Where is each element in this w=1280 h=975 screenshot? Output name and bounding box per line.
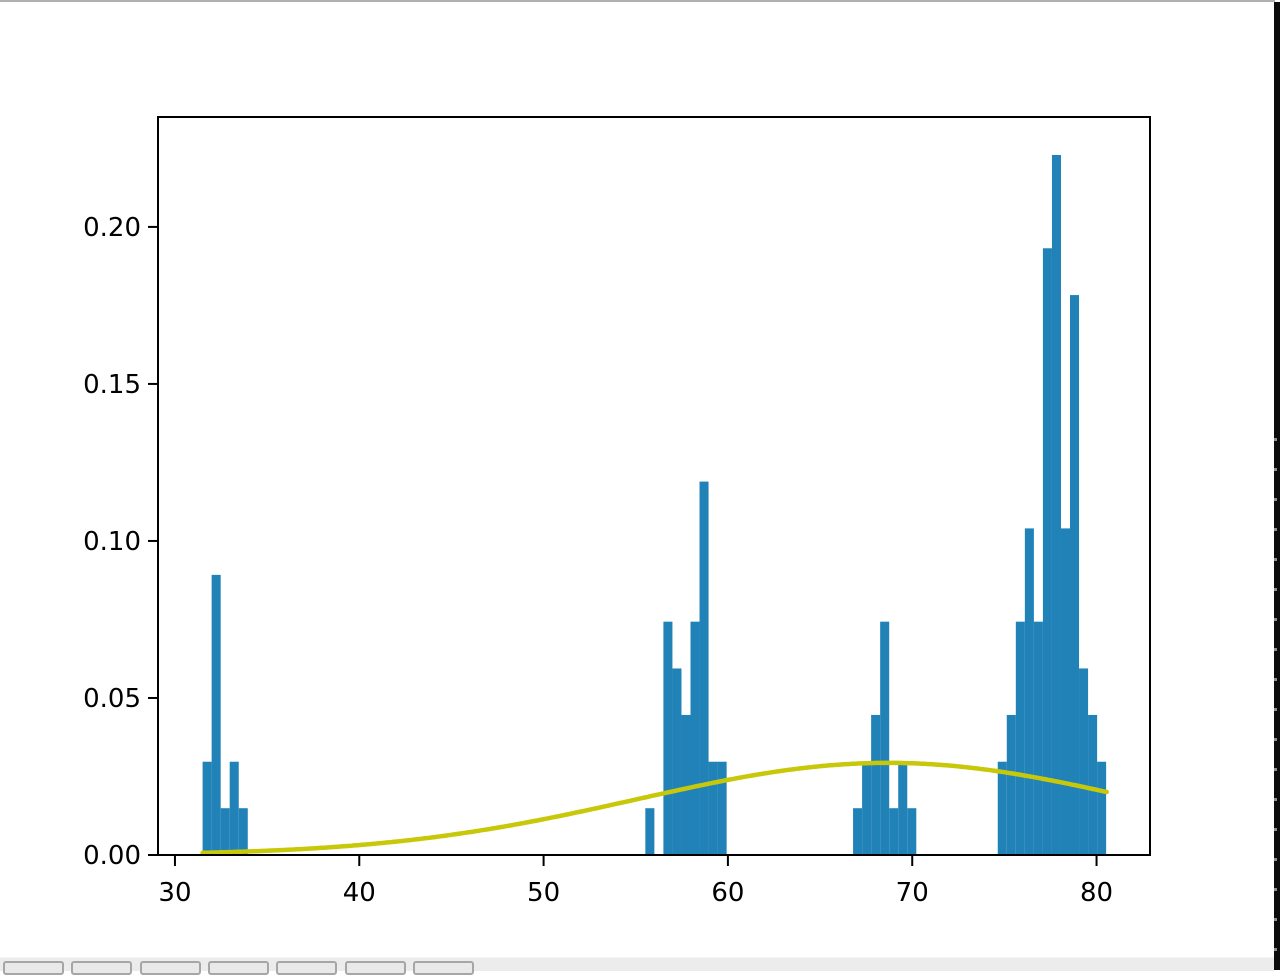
edge-strip-notch <box>1274 438 1277 441</box>
histogram-bar <box>229 761 239 855</box>
histogram-bar <box>1015 621 1025 855</box>
back-button[interactable] <box>71 961 133 975</box>
histogram-bar <box>699 481 709 855</box>
histogram-bar <box>220 808 230 855</box>
edge-strip-notch <box>1274 888 1277 891</box>
screen-edge-strip <box>1274 2 1280 970</box>
edge-strip-notch <box>1274 648 1277 651</box>
histogram-bar <box>690 621 700 855</box>
histogram-bar <box>1060 528 1071 855</box>
histogram-bar <box>211 574 221 855</box>
pan-button[interactable] <box>207 961 269 975</box>
histogram-bar <box>853 808 863 855</box>
histogram-bar <box>708 761 718 855</box>
edge-strip-notch <box>1274 468 1277 471</box>
edge-strip-notch <box>1274 768 1277 771</box>
y-tick-label: 0.00 <box>83 841 141 871</box>
edge-strip-notch <box>1274 558 1277 561</box>
edge-strip-notch <box>1274 708 1277 711</box>
y-tick-label: 0.05 <box>83 684 141 714</box>
edge-strip-notch <box>1274 948 1277 951</box>
y-tick-label: 0.10 <box>83 527 141 557</box>
histogram-bar <box>898 761 908 855</box>
edge-strip-notch <box>1274 588 1277 591</box>
histogram-bar <box>1088 714 1098 855</box>
histogram-bar <box>238 808 248 855</box>
figure-canvas: 30 40 50 60 70 80 0.00 0.05 0.10 0.15 0.20 <box>83 116 1151 908</box>
density-curve <box>200 760 1109 856</box>
histogram-bar <box>1024 528 1034 855</box>
histogram-bar <box>880 621 890 855</box>
navigation-toolbar <box>0 957 1274 975</box>
histogram-bar <box>1042 248 1052 855</box>
x-tick-label: 40 <box>343 878 376 908</box>
histogram-bar <box>1051 155 1061 855</box>
histogram-bar <box>645 808 655 855</box>
histogram-bar <box>202 761 212 855</box>
x-tick-label: 50 <box>527 878 560 908</box>
edge-strip-notch <box>1274 858 1277 861</box>
edge-strip-notch <box>1274 918 1277 921</box>
histogram-bar <box>1033 621 1043 855</box>
histogram-bar <box>1079 668 1089 855</box>
axes-spines <box>157 116 1151 856</box>
edge-strip-notch <box>1274 528 1277 531</box>
edge-strip-notch <box>1274 498 1277 501</box>
forward-button[interactable] <box>139 961 201 975</box>
histogram-bar <box>672 668 682 855</box>
edge-strip-notch <box>1274 828 1277 831</box>
home-button[interactable] <box>3 961 64 975</box>
histogram-bar <box>717 761 727 855</box>
edge-strip-notch <box>1274 618 1277 621</box>
edge-strip-notch <box>1274 798 1277 801</box>
histogram-bar <box>997 761 1007 855</box>
edge-strip-notch <box>1274 738 1277 741</box>
zoom-button[interactable] <box>276 961 338 975</box>
histogram-bar <box>871 714 881 855</box>
window-top-border <box>0 0 1275 2</box>
histogram-bar <box>862 761 872 855</box>
histogram-bar <box>663 621 673 855</box>
x-tick-label: 80 <box>1080 878 1113 908</box>
x-tick-label: 70 <box>896 878 929 908</box>
y-tick-label: 0.20 <box>83 213 141 243</box>
x-tick-label: 30 <box>158 878 191 908</box>
histogram-bar <box>1070 295 1080 855</box>
edge-strip-notch <box>1274 678 1277 681</box>
histogram-bar <box>681 714 691 855</box>
histogram-bar <box>907 808 917 855</box>
histogram-bar <box>1097 761 1107 855</box>
subplots-button[interactable] <box>344 961 406 975</box>
histogram-bar <box>889 808 899 855</box>
save-button[interactable] <box>412 961 474 975</box>
x-tick-label: 60 <box>711 878 744 908</box>
y-tick-label: 0.15 <box>83 370 141 400</box>
histogram-bar <box>1006 714 1016 855</box>
